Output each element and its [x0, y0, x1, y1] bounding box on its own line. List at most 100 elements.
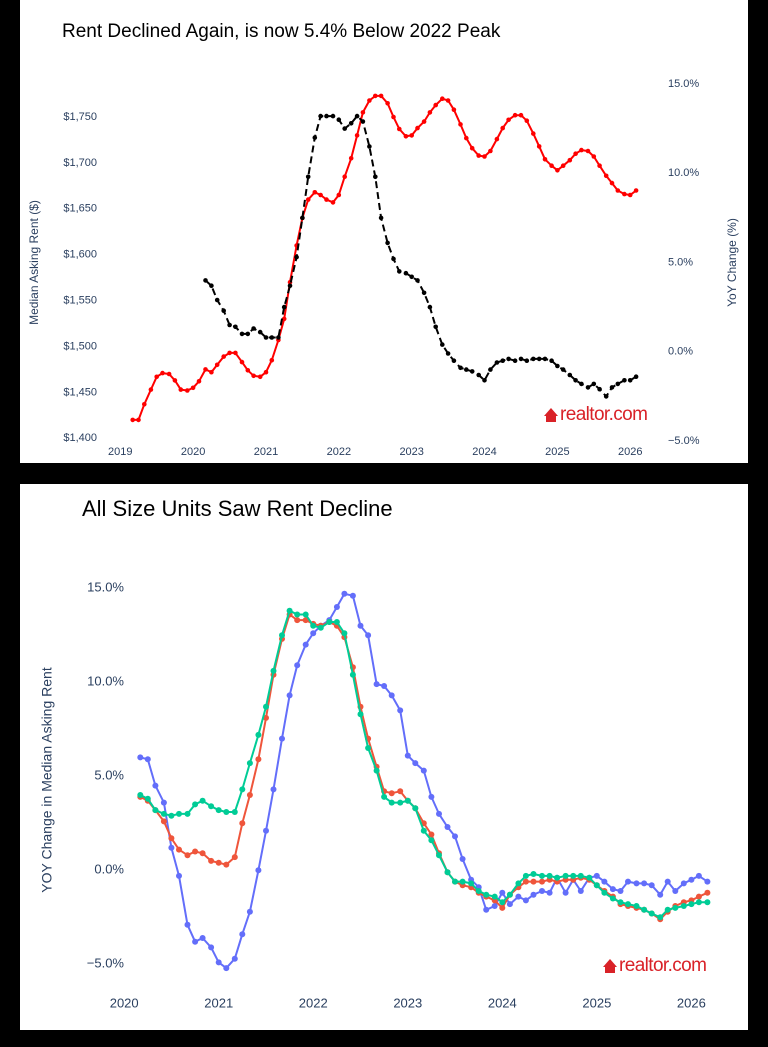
data-point	[597, 386, 602, 392]
data-point	[458, 122, 463, 127]
data-point	[436, 852, 442, 859]
data-point	[255, 731, 262, 738]
data-point	[357, 711, 364, 718]
data-point	[488, 367, 493, 372]
data-point	[233, 324, 238, 330]
data-point	[433, 324, 439, 330]
data-point	[342, 126, 348, 131]
data-point	[294, 617, 301, 624]
data-point	[388, 799, 395, 806]
data-point	[591, 381, 597, 387]
data-point	[680, 880, 687, 887]
data-point	[239, 359, 245, 365]
data-point	[444, 824, 451, 830]
data-point	[246, 792, 253, 798]
data-point	[560, 367, 566, 372]
data-point	[499, 904, 506, 911]
data-point	[373, 767, 380, 774]
data-point	[203, 367, 208, 372]
data-point	[633, 903, 640, 909]
data-point	[269, 357, 275, 363]
data-point	[518, 356, 524, 362]
data-point	[657, 891, 664, 898]
data-point	[397, 788, 404, 795]
data-point	[348, 121, 354, 126]
data-point	[336, 192, 342, 198]
data-point	[239, 786, 246, 793]
logo-icon	[544, 408, 558, 422]
data-point	[603, 173, 609, 179]
data-point	[208, 803, 215, 810]
y-tick-label: $1,600	[63, 249, 97, 261]
data-point	[491, 893, 498, 900]
data-point	[326, 619, 333, 625]
x-tick-label: 2024	[488, 995, 517, 1010]
data-point	[615, 188, 621, 193]
data-point	[459, 856, 466, 862]
data-point	[524, 118, 530, 123]
data-point	[664, 906, 671, 913]
data-point	[420, 827, 427, 834]
data-point	[506, 356, 511, 362]
x-tick-label: 2019	[108, 446, 132, 458]
data-point	[522, 872, 529, 879]
data-point	[530, 871, 537, 877]
data-point	[482, 378, 487, 383]
data-point	[593, 872, 600, 879]
data-point	[579, 381, 584, 387]
y-tick-label: $1,450	[63, 386, 97, 398]
data-point	[515, 893, 522, 900]
data-point	[603, 394, 609, 399]
data-point	[305, 174, 311, 180]
data-point	[428, 837, 435, 844]
data-point	[231, 955, 238, 962]
data-point	[570, 872, 577, 879]
data-point	[506, 901, 513, 908]
data-point	[168, 812, 175, 819]
data-point	[412, 760, 419, 767]
data-point	[680, 903, 687, 909]
data-point	[560, 163, 566, 168]
data-point	[482, 154, 487, 159]
data-point	[695, 893, 702, 900]
data-point	[160, 810, 167, 817]
data-point	[302, 641, 309, 648]
data-point	[300, 215, 305, 221]
data-point	[287, 283, 293, 289]
data-point	[279, 632, 285, 639]
data-point	[577, 888, 584, 894]
data-point	[530, 878, 537, 885]
data-point	[593, 882, 600, 889]
data-point	[404, 752, 411, 759]
data-point	[168, 844, 175, 851]
data-point	[452, 878, 458, 885]
data-point	[483, 906, 490, 913]
data-point	[160, 370, 165, 376]
data-point	[286, 692, 293, 699]
panel	[20, 484, 748, 1030]
data-point	[365, 632, 372, 639]
data-point	[641, 906, 648, 913]
data-point	[214, 297, 220, 303]
data-point	[451, 107, 457, 112]
data-point	[270, 667, 277, 674]
data-point	[184, 810, 191, 817]
data-point	[695, 872, 702, 879]
data-point	[494, 136, 500, 142]
data-point	[176, 872, 182, 879]
data-point	[617, 899, 624, 906]
data-point	[367, 98, 372, 103]
data-point	[223, 809, 230, 815]
data-point	[515, 880, 522, 887]
data-point	[615, 381, 621, 387]
data-point	[185, 388, 190, 393]
data-point	[546, 889, 553, 896]
data-point	[172, 378, 178, 383]
data-point	[445, 98, 451, 103]
data-point	[286, 607, 293, 614]
data-point	[199, 850, 206, 857]
data-point	[555, 363, 560, 369]
y-axis-title: YOY Change in Median Asking Rent	[39, 667, 55, 893]
data-point	[176, 810, 182, 817]
